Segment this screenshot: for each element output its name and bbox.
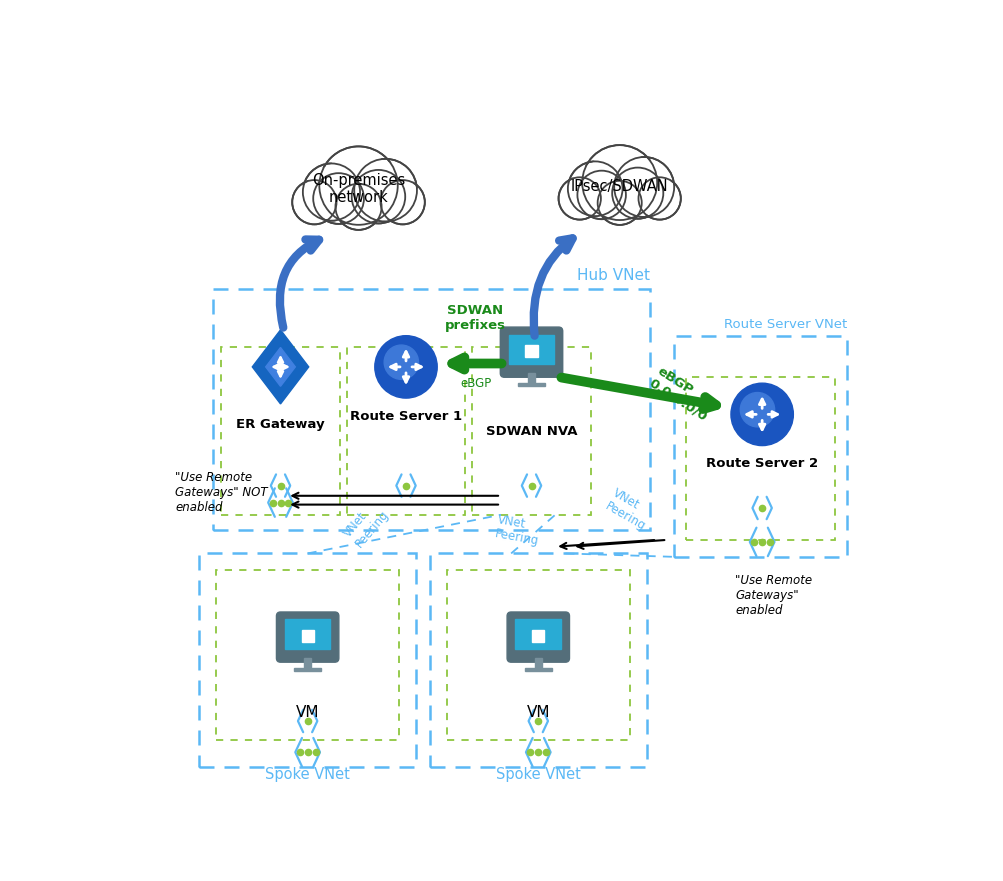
Text: ER Gateway: ER Gateway: [236, 418, 325, 431]
Bar: [221, 346, 340, 515]
Circle shape: [640, 180, 678, 217]
Bar: [199, 553, 416, 767]
Bar: [213, 289, 650, 529]
Text: IPsec/SDWAN: IPsec/SDWAN: [571, 179, 668, 194]
Bar: [673, 337, 847, 557]
Circle shape: [351, 170, 405, 224]
Circle shape: [586, 150, 652, 216]
Bar: [515, 619, 561, 649]
Text: VM: VM: [526, 705, 550, 720]
Circle shape: [580, 174, 623, 216]
Circle shape: [577, 171, 625, 219]
Bar: [525, 668, 552, 670]
Bar: [518, 382, 545, 386]
Circle shape: [730, 383, 792, 446]
Circle shape: [571, 165, 619, 213]
Bar: [294, 668, 321, 670]
Circle shape: [582, 145, 657, 220]
FancyBboxPatch shape: [276, 612, 339, 663]
Bar: [471, 346, 591, 515]
Bar: [301, 630, 314, 642]
Circle shape: [277, 363, 284, 370]
Bar: [509, 335, 554, 364]
Circle shape: [614, 157, 673, 217]
Bar: [304, 658, 311, 668]
Text: Spoke VNet: Spoke VNet: [265, 767, 350, 782]
Bar: [532, 630, 544, 642]
Bar: [285, 619, 330, 649]
Circle shape: [383, 182, 421, 222]
Bar: [685, 377, 833, 540]
Circle shape: [380, 180, 424, 225]
Circle shape: [561, 180, 598, 217]
Text: Hub VNet: Hub VNet: [577, 269, 650, 284]
Circle shape: [292, 180, 336, 225]
Circle shape: [306, 167, 356, 218]
Text: "Use Remote
Gateways" NOT
enabled: "Use Remote Gateways" NOT enabled: [176, 470, 268, 514]
Circle shape: [295, 182, 334, 222]
Circle shape: [617, 160, 670, 213]
Text: Route Server 2: Route Server 2: [705, 457, 817, 470]
Text: On-premises
network: On-premises network: [312, 173, 405, 205]
Circle shape: [558, 177, 601, 219]
Circle shape: [313, 174, 364, 224]
Circle shape: [355, 174, 401, 220]
Circle shape: [638, 177, 680, 219]
Bar: [525, 345, 537, 357]
Text: "Use Remote
Gateways"
enabled: "Use Remote Gateways" enabled: [734, 574, 811, 617]
Circle shape: [358, 163, 413, 218]
Polygon shape: [266, 347, 295, 386]
Circle shape: [597, 181, 641, 225]
Text: SDWAN NVA: SDWAN NVA: [485, 425, 577, 438]
Polygon shape: [252, 329, 309, 403]
Bar: [528, 374, 535, 382]
Circle shape: [374, 336, 436, 398]
Text: eBGP: eBGP: [459, 377, 490, 390]
Text: Route Server VNet: Route Server VNet: [723, 318, 847, 331]
Circle shape: [739, 393, 774, 427]
Circle shape: [338, 187, 378, 227]
Text: Route Server 1: Route Server 1: [350, 410, 461, 423]
Circle shape: [568, 161, 622, 216]
Circle shape: [615, 171, 660, 216]
Bar: [216, 570, 399, 740]
Text: eBGP
0.0.0.0/0: eBGP 0.0.0.0/0: [646, 364, 717, 424]
Circle shape: [335, 184, 381, 230]
Circle shape: [354, 159, 416, 222]
Text: VNet
Peering: VNet Peering: [493, 513, 543, 548]
Bar: [446, 570, 629, 740]
Circle shape: [600, 183, 639, 222]
Circle shape: [324, 152, 392, 220]
Text: VNet
Peering: VNet Peering: [341, 498, 391, 550]
Circle shape: [384, 345, 418, 380]
Text: Spoke VNet: Spoke VNet: [495, 767, 580, 782]
Circle shape: [303, 164, 360, 220]
Text: SDWAN
prefixes: SDWAN prefixes: [444, 304, 506, 331]
FancyBboxPatch shape: [499, 327, 562, 377]
Bar: [346, 346, 465, 515]
Bar: [535, 658, 542, 668]
Circle shape: [612, 167, 663, 218]
Circle shape: [319, 146, 397, 225]
FancyBboxPatch shape: [507, 612, 569, 663]
Text: VNet
Peering: VNet Peering: [602, 486, 655, 533]
Circle shape: [316, 176, 360, 221]
Bar: [429, 553, 646, 767]
Text: VM: VM: [296, 705, 319, 720]
